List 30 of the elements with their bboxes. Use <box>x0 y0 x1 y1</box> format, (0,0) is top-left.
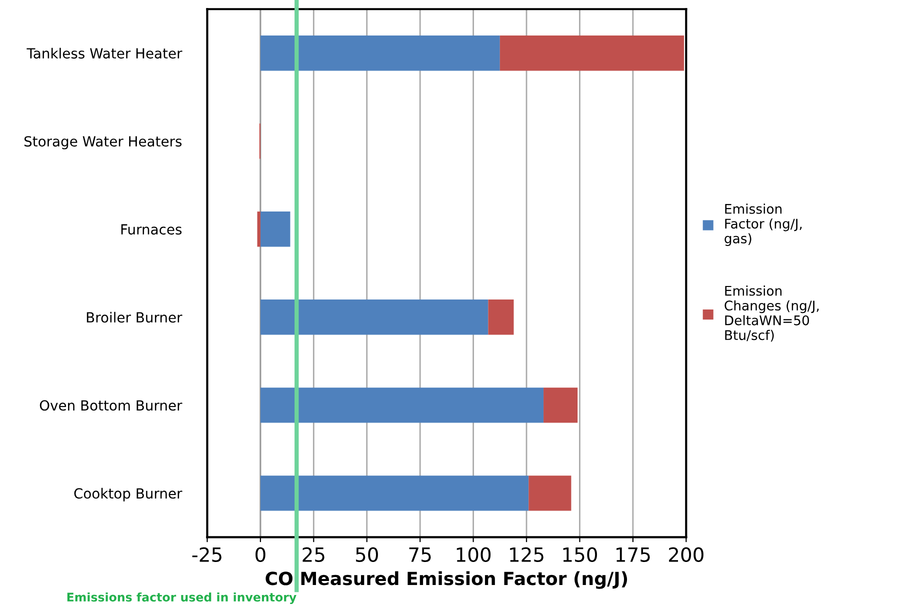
x-tick-label: 125 <box>510 547 544 562</box>
x-axis-title: CO Measured Emission Factor (ng/J) <box>266 571 628 589</box>
bar <box>260 300 488 335</box>
y-tick-label: Tankless Water Heater <box>26 48 182 59</box>
x-tick-label: 0 <box>256 547 266 562</box>
bar <box>500 36 684 71</box>
legend-label: Emission Factor (ng/J, gas) <box>724 204 802 246</box>
y-tick-label: Storage Water Heaters <box>24 136 182 150</box>
y-tick-label: Furnaces <box>121 224 182 235</box>
x-tick-label: 150 <box>563 547 597 562</box>
ref-line-label: Emissions factor used in inventory <box>67 592 296 604</box>
x-tick-label: 200 <box>669 547 704 562</box>
bar <box>260 36 500 71</box>
y-tick-label: Cooktop Burner <box>74 488 182 502</box>
bar <box>260 212 290 247</box>
bar <box>257 212 260 247</box>
legend-label: Emission Changes (ng/J, DeltaWN=50 Btu/scf) <box>724 286 819 342</box>
y-tick-label: Oven Bottom Burner <box>40 400 182 411</box>
x-tick-label: -25 <box>192 547 222 562</box>
bar <box>260 476 529 511</box>
bar <box>260 388 544 423</box>
x-tick-label: 50 <box>356 547 378 562</box>
x-tick-label: 175 <box>616 548 650 562</box>
y-tick-label: Broiler Burner <box>86 312 182 323</box>
bar <box>488 300 514 335</box>
bar <box>544 388 578 423</box>
x-tick-label: 25 <box>302 547 324 562</box>
x-tick-label: 75 <box>409 548 431 562</box>
x-tick-label: 100 <box>456 547 491 562</box>
bar <box>528 476 572 511</box>
